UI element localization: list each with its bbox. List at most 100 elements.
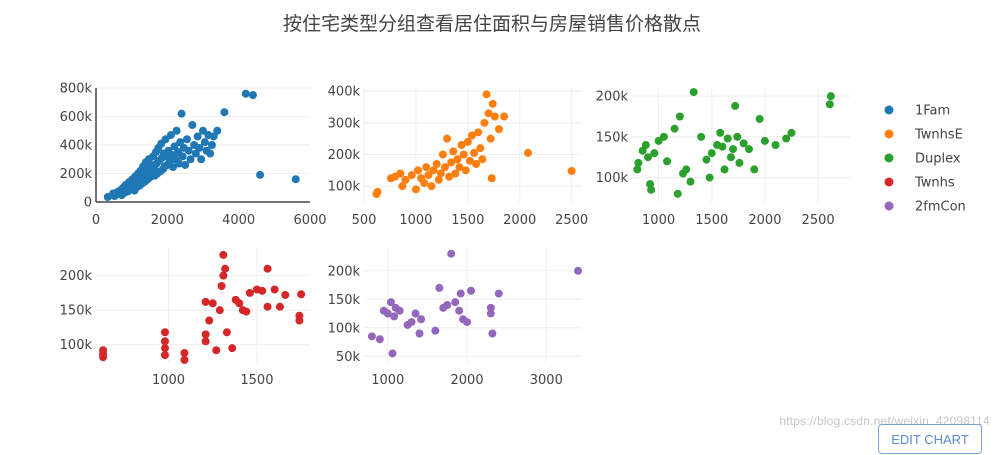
data-point[interactable] xyxy=(390,312,399,321)
data-point[interactable] xyxy=(432,160,441,168)
data-point[interactable] xyxy=(176,138,185,147)
data-point[interactable] xyxy=(248,91,257,100)
data-point[interactable] xyxy=(457,141,466,149)
data-point[interactable] xyxy=(440,163,449,172)
data-point[interactable] xyxy=(217,282,226,290)
data-point[interactable] xyxy=(782,134,791,143)
data-point[interactable] xyxy=(201,297,210,306)
data-point[interactable] xyxy=(731,101,740,110)
data-point[interactable] xyxy=(160,351,169,360)
data-point[interactable] xyxy=(447,158,456,167)
data-point[interactable] xyxy=(641,141,650,149)
data-point[interactable] xyxy=(263,302,272,311)
data-point[interactable] xyxy=(206,149,215,158)
data-point[interactable] xyxy=(228,344,237,353)
data-point[interactable] xyxy=(422,163,431,172)
data-point[interactable] xyxy=(181,160,190,169)
data-point[interactable] xyxy=(219,271,228,280)
data-point[interactable] xyxy=(494,125,503,134)
data-point[interactable] xyxy=(221,264,230,273)
data-point[interactable] xyxy=(178,152,187,161)
data-point[interactable] xyxy=(702,155,711,164)
data-point[interactable] xyxy=(488,329,497,338)
data-point[interactable] xyxy=(258,286,267,295)
data-point[interactable] xyxy=(771,141,780,149)
data-point[interactable] xyxy=(574,266,583,275)
data-point[interactable] xyxy=(417,315,426,324)
legend-item-2fmCon[interactable]: 2fmCon xyxy=(884,200,966,215)
data-point[interactable] xyxy=(463,318,472,327)
data-point[interactable] xyxy=(633,165,642,174)
data-point[interactable] xyxy=(219,250,228,259)
data-point[interactable] xyxy=(200,138,209,147)
data-point[interactable] xyxy=(160,337,169,346)
data-point[interactable] xyxy=(411,309,420,318)
data-point[interactable] xyxy=(447,249,456,258)
data-point[interactable] xyxy=(160,328,169,337)
data-point[interactable] xyxy=(744,145,753,154)
data-point[interactable] xyxy=(213,126,222,135)
legend-item-Duplex[interactable]: Duplex xyxy=(884,152,961,167)
data-point[interactable] xyxy=(500,112,509,121)
data-point[interactable] xyxy=(443,301,452,309)
data-point[interactable] xyxy=(295,311,304,320)
data-point[interactable] xyxy=(367,332,376,341)
data-point[interactable] xyxy=(675,112,684,121)
data-point[interactable] xyxy=(726,153,735,162)
data-point[interactable] xyxy=(388,349,397,358)
data-point[interactable] xyxy=(212,346,221,355)
data-point[interactable] xyxy=(673,189,682,198)
data-point[interactable] xyxy=(263,264,272,273)
data-point[interactable] xyxy=(398,182,407,191)
data-point[interactable] xyxy=(215,306,224,315)
data-point[interactable] xyxy=(170,142,179,151)
data-point[interactable] xyxy=(494,289,503,298)
data-point[interactable] xyxy=(486,303,495,312)
data-point[interactable] xyxy=(180,355,189,364)
data-point[interactable] xyxy=(256,170,265,179)
data-point[interactable] xyxy=(467,286,476,295)
data-point[interactable] xyxy=(201,337,210,346)
data-point[interactable] xyxy=(395,306,404,315)
data-point[interactable] xyxy=(191,149,200,158)
data-point[interactable] xyxy=(567,166,576,175)
data-point[interactable] xyxy=(659,132,668,141)
data-point[interactable] xyxy=(720,165,729,174)
data-point[interactable] xyxy=(199,126,207,135)
data-point[interactable] xyxy=(208,299,217,308)
data-point[interactable] xyxy=(451,298,460,307)
data-point[interactable] xyxy=(220,108,229,117)
data-point[interactable] xyxy=(193,132,202,141)
data-point[interactable] xyxy=(180,349,189,358)
data-point[interactable] xyxy=(413,166,422,175)
data-point[interactable] xyxy=(723,134,732,143)
data-point[interactable] xyxy=(411,185,420,194)
data-point[interactable] xyxy=(826,92,835,101)
data-point[interactable] xyxy=(456,289,465,298)
data-point[interactable] xyxy=(755,114,764,123)
data-point[interactable] xyxy=(486,134,495,143)
data-point[interactable] xyxy=(172,126,181,135)
data-point[interactable] xyxy=(470,148,479,157)
data-point[interactable] xyxy=(705,173,714,182)
data-point[interactable] xyxy=(487,174,496,183)
data-point[interactable] xyxy=(461,166,470,175)
data-point[interactable] xyxy=(175,159,184,168)
data-point[interactable] xyxy=(697,132,706,141)
data-point[interactable] xyxy=(488,99,497,108)
data-point[interactable] xyxy=(670,124,679,133)
data-point[interactable] xyxy=(281,290,290,299)
data-point[interactable] xyxy=(431,326,440,335)
data-point[interactable] xyxy=(201,330,210,339)
data-point[interactable] xyxy=(424,171,433,180)
data-point[interactable] xyxy=(205,316,214,325)
data-point[interactable] xyxy=(490,112,499,121)
data-point[interactable] xyxy=(177,109,186,118)
data-point[interactable] xyxy=(209,132,218,141)
legend-item-1Fam[interactable]: 1Fam xyxy=(884,104,951,119)
data-point[interactable] xyxy=(242,307,251,316)
data-point[interactable] xyxy=(739,139,748,148)
data-point[interactable] xyxy=(682,165,691,174)
data-point[interactable] xyxy=(160,344,169,353)
data-point[interactable] xyxy=(455,163,464,172)
